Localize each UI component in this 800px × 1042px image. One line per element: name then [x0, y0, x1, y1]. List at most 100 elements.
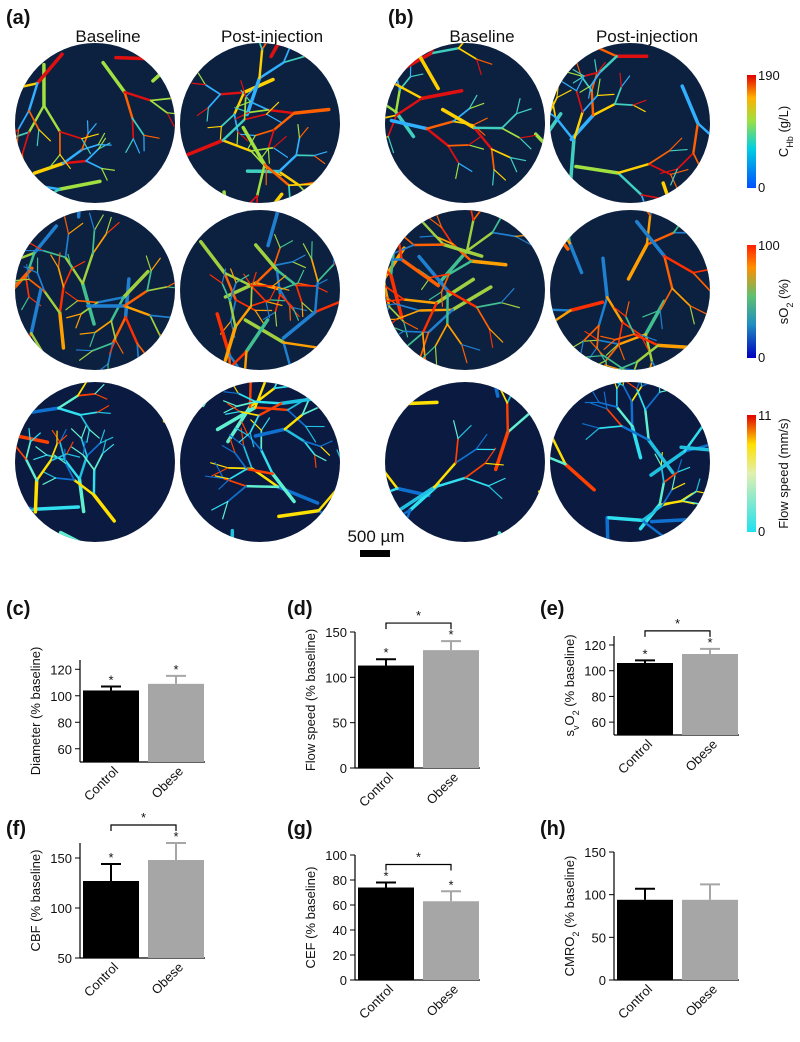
vessel: [447, 144, 470, 147]
vessel: [385, 210, 391, 220]
vessel: [407, 355, 422, 370]
vessel: [487, 477, 506, 487]
vessel: [563, 462, 596, 492]
vessel: [362, 295, 379, 302]
vessel: [243, 113, 268, 121]
vessel: [720, 144, 733, 163]
vessel: [659, 287, 674, 311]
vessel: [351, 13, 369, 16]
vessel: [277, 154, 298, 173]
vessel: [550, 401, 553, 418]
vessel: [291, 261, 307, 269]
vessel: [488, 328, 504, 343]
vessel: [453, 420, 459, 440]
vessel: [273, 260, 294, 267]
vessel: [310, 197, 316, 203]
vessel: [654, 453, 662, 467]
bar: [358, 665, 414, 768]
vessel: [343, 455, 356, 466]
y-tick-label: 120: [50, 662, 72, 677]
vessel: [461, 343, 468, 364]
vessel: [343, 227, 348, 245]
vessel: [191, 55, 205, 57]
vessel: [57, 252, 61, 269]
vessel: [622, 384, 633, 403]
y-axis-label: CBF (% baseline): [28, 850, 43, 952]
vessel: [603, 339, 616, 350]
vessel: [585, 43, 598, 48]
vessel: [275, 268, 298, 287]
vessel: [301, 406, 319, 416]
vessel: [652, 593, 670, 594]
vessel: [692, 271, 710, 292]
vessel: [386, 215, 398, 232]
vessel: [600, 335, 616, 341]
vessel: [25, 276, 30, 298]
vessel: [0, 201, 10, 210]
vessel: [282, 341, 318, 349]
colorbar-label: CHb (g/L): [776, 106, 795, 157]
vessel: [330, 0, 337, 7]
vessel: [247, 434, 263, 451]
vessel: [525, 222, 538, 225]
vessel: [447, 259, 473, 276]
vessel: [385, 229, 398, 232]
vessel: [697, 386, 704, 405]
vessel: [458, 607, 466, 621]
vessel: [698, 172, 704, 191]
vessel: [680, 532, 695, 541]
vessel: [457, 43, 473, 50]
vessel: [258, 61, 285, 80]
vessel: [428, 291, 443, 301]
vessel: [674, 550, 686, 557]
vessel: [500, 288, 515, 304]
vessel: [326, 184, 342, 188]
vessel: [551, 437, 567, 466]
vessel: [0, 515, 3, 520]
vessel: [607, 515, 644, 523]
vessel: [301, 302, 313, 313]
vessel: [113, 563, 127, 566]
colorbar-max: 11: [758, 408, 772, 423]
vessel: [429, 273, 450, 279]
vessel: [82, 454, 96, 471]
vessel: [394, 88, 401, 114]
vessel: [366, 306, 379, 318]
vessel: [552, 399, 564, 411]
vessel: [249, 615, 255, 630]
vessel: [15, 204, 33, 219]
panel-label: (b): [388, 7, 414, 29]
vessel: [131, 117, 135, 140]
vessel: [394, 303, 421, 312]
vessel: [328, 245, 347, 247]
vessel: [145, 255, 152, 272]
vessel: [254, 128, 275, 137]
vessel: [529, 409, 545, 414]
vessel: [62, 159, 88, 165]
vessel: [148, 57, 175, 67]
vessel: [182, 584, 195, 590]
vessel: [122, 579, 135, 585]
image-bg: [180, 210, 340, 370]
vessel: [671, 482, 686, 491]
y-tick-label: 60: [592, 715, 606, 730]
colorbar-min: 0: [758, 350, 765, 365]
vessel: [233, 113, 239, 133]
vessel: [378, 452, 383, 469]
y-axis-label: Flow speed (% baseline): [303, 629, 318, 771]
vessel: [723, 524, 746, 528]
vessel: [679, 500, 695, 505]
vessel: [295, 136, 301, 157]
vessel: [150, 257, 161, 272]
vessel: [454, 437, 459, 464]
vessel: [402, 298, 438, 305]
vessel: [385, 277, 391, 308]
vessel: [160, 185, 175, 203]
vessel: [362, 385, 376, 399]
vessel: [584, 354, 605, 358]
colorbar-min: 0: [758, 524, 765, 539]
vessel: [618, 360, 639, 370]
vessel: [76, 382, 88, 397]
y-tick-label: 60: [333, 898, 347, 913]
vessel: [123, 277, 131, 319]
